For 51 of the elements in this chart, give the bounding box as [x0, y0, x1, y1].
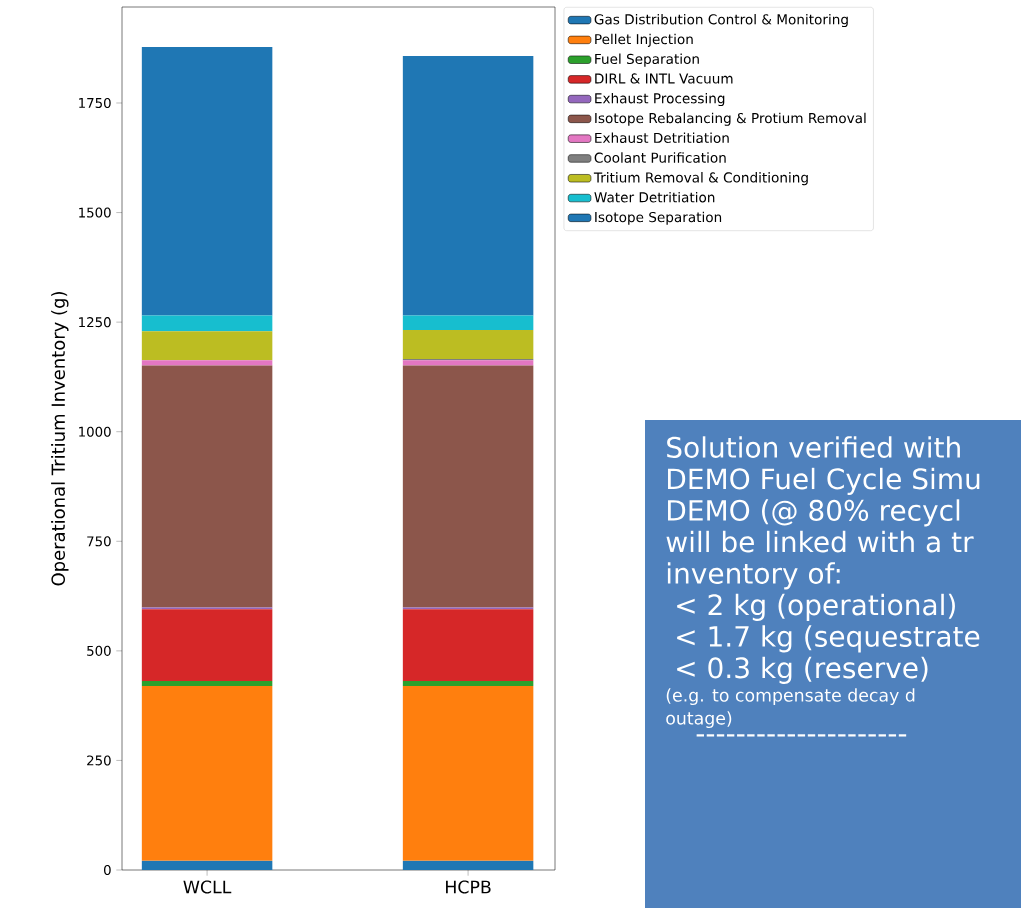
text: outage)	[666, 711, 732, 729]
y-tick-label: 1500	[79, 207, 111, 218]
legend-label: Isotope Rebalancing & Protium Removal	[595, 112, 866, 126]
bar	[141, 365, 273, 608]
y-axis-title: Operational Tritium Inventory (g)	[51, 292, 69, 586]
legend-label: DIRL & INTL Vacuum	[595, 73, 733, 84]
bar	[402, 330, 534, 359]
y-tick-label: 0	[104, 864, 111, 876]
x-tick-label: HCPB	[446, 880, 491, 894]
bar	[141, 331, 273, 361]
bar	[402, 609, 534, 682]
y-tick-label: 1750	[79, 97, 111, 109]
text: < 2 kg (operational)	[677, 593, 955, 621]
legend-label: Gas Distribution Control & Monitoring	[594, 13, 848, 28]
text: < 1.7 kg (sequestrate	[677, 625, 980, 653]
text: < 0.3 kg (reserve)	[677, 656, 928, 684]
bar	[141, 685, 273, 861]
legend-label: Exhaust Detritiation	[595, 132, 729, 144]
bar	[141, 315, 273, 332]
legend-label: Fuel Separation	[595, 53, 699, 67]
bar	[141, 360, 273, 366]
text: (e.g. to compensate decay d	[666, 688, 915, 706]
text: DEMO Fuel Cycle Simu	[668, 467, 980, 495]
text: inventory of:	[667, 562, 840, 590]
legend-label: Isotope Separation	[595, 211, 722, 225]
y-tick-label: 250	[87, 755, 111, 766]
x-tick-label: WCLL	[183, 880, 232, 894]
text: will be linked with a tr	[666, 530, 974, 553]
text: DEMO (@ 80% recycl	[668, 499, 960, 527]
legend-label: Pellet Injection	[595, 33, 693, 47]
legend-label: Tritium Removal & Conditioning	[593, 172, 808, 186]
legend-label: Water Detritiation	[594, 191, 715, 203]
text: Solution verified with	[667, 436, 960, 458]
legend-label: Exhaust Processing	[595, 92, 725, 107]
bar	[402, 685, 534, 861]
bar	[402, 365, 534, 608]
bar	[402, 360, 534, 366]
y-tick-label: 1000	[79, 426, 111, 437]
bar	[402, 681, 534, 686]
bar	[141, 681, 273, 686]
y-tick-label: 1250	[79, 317, 111, 328]
bar	[402, 315, 534, 331]
bar	[141, 860, 273, 871]
y-tick-label: 500	[87, 645, 111, 656]
bar	[141, 46, 273, 316]
bar	[141, 609, 273, 682]
text: ---------------------	[696, 734, 907, 737]
y-tick-label: 750	[87, 536, 111, 547]
legend-label: Coolant Purification	[594, 152, 726, 163]
bar	[402, 56, 534, 316]
bar	[402, 860, 534, 871]
